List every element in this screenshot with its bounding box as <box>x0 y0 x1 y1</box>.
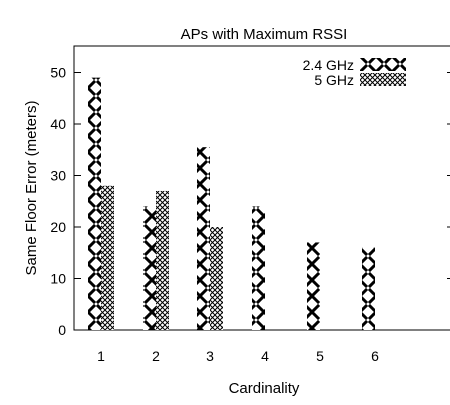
chart-title: APs with Maximum RSSI <box>181 26 348 43</box>
bars-group <box>88 77 375 331</box>
legend-label: 2.4 GHz <box>303 57 354 73</box>
y-tick-label: 10 <box>50 271 66 287</box>
x-tick-label: 5 <box>316 348 324 364</box>
legend-label: 5 GHz <box>314 72 354 88</box>
x-axis-label: Cardinality <box>229 380 300 397</box>
bar-2-4ghz <box>197 147 210 330</box>
y-tick-label: 30 <box>50 168 66 184</box>
bar-2-4ghz <box>362 247 375 330</box>
y-axis-label: Same Floor Error (meters) <box>23 100 40 275</box>
x-axis: 1 2 3 4 5 6 <box>97 348 379 364</box>
bar-2-4ghz <box>252 206 265 330</box>
bar-2-4ghz <box>143 206 156 330</box>
x-tick-label: 6 <box>371 348 379 364</box>
y-axis: 0 10 20 30 40 50 <box>50 65 450 338</box>
x-tick-label: 1 <box>97 348 105 364</box>
x-tick-label: 3 <box>206 348 214 364</box>
bar-2-4ghz <box>88 77 101 331</box>
bar-5ghz <box>101 185 114 330</box>
legend-swatch <box>360 73 406 86</box>
y-tick-label: 20 <box>50 219 66 235</box>
y-tick-label: 50 <box>50 65 66 81</box>
x-tick-label: 4 <box>261 348 269 364</box>
bar-5ghz <box>156 190 169 330</box>
y-tick-label: 40 <box>50 116 66 132</box>
legend-swatch <box>360 58 406 71</box>
bar-5ghz <box>210 227 223 330</box>
bar-2-4ghz <box>307 242 320 330</box>
x-tick-label: 2 <box>152 348 160 364</box>
y-tick-label: 0 <box>58 322 66 338</box>
